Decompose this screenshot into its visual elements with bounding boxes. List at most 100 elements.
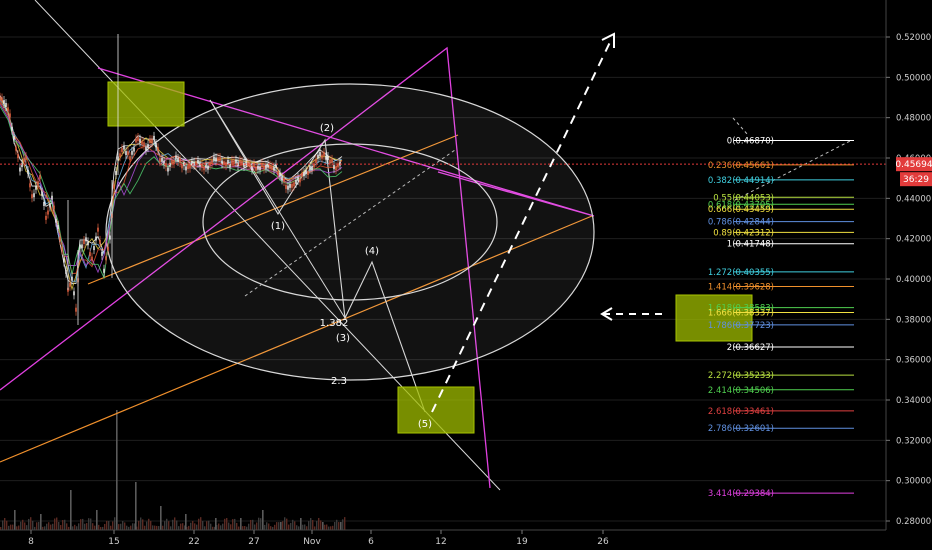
candle-body bbox=[181, 164, 183, 169]
candle-body bbox=[25, 156, 27, 161]
volume-bar bbox=[266, 522, 268, 530]
x-tick-label: 8 bbox=[28, 537, 34, 547]
volume-bar bbox=[204, 526, 206, 530]
candle-body bbox=[9, 113, 11, 118]
candle-body bbox=[171, 159, 173, 164]
y-tick-label: 0.52000 bbox=[896, 33, 931, 43]
candle-body bbox=[1, 97, 3, 102]
volume-bar bbox=[246, 526, 248, 530]
candle-body bbox=[279, 172, 281, 177]
volume-bar bbox=[302, 524, 304, 530]
volume-bar bbox=[94, 525, 96, 530]
candle-body bbox=[121, 148, 123, 153]
dashed-arrow-up[interactable] bbox=[431, 37, 613, 413]
candle-body bbox=[49, 203, 51, 208]
candle-body bbox=[127, 151, 129, 156]
candle-body bbox=[221, 160, 223, 165]
candle-body bbox=[297, 176, 299, 181]
candle-body bbox=[45, 215, 47, 220]
volume-spike bbox=[322, 522, 324, 530]
channel-upper-line[interactable] bbox=[87, 134, 459, 285]
candle-body bbox=[55, 218, 57, 223]
volume-bar bbox=[36, 522, 38, 530]
volume-bar bbox=[274, 524, 276, 530]
candle-body bbox=[151, 139, 153, 144]
ellipse-axis-dashed[interactable] bbox=[244, 149, 456, 297]
x-axis[interactable]: 8 15 22 27 Nov 6 12 19 26 bbox=[28, 530, 609, 547]
volume-bar bbox=[342, 519, 344, 530]
volume-bar bbox=[148, 518, 150, 530]
volume-spike bbox=[135, 482, 137, 530]
candle-body bbox=[83, 240, 85, 245]
volume-bar bbox=[298, 526, 300, 530]
candle-body bbox=[265, 164, 267, 169]
fibonacci-extension[interactable]: 0(0.46870) 0.236(0.45661) 0.382(0.44914) 0.… bbox=[708, 136, 854, 499]
candle-body bbox=[135, 138, 137, 143]
candle-body bbox=[285, 184, 287, 189]
candle-body bbox=[317, 154, 319, 159]
x-tick-label: Nov bbox=[303, 537, 321, 547]
fib-anchor-dashed-2[interactable] bbox=[732, 117, 749, 136]
annotation-1382: 1.382 bbox=[320, 318, 349, 329]
volume-bar bbox=[58, 521, 60, 530]
candle-body bbox=[141, 140, 143, 145]
volume-bar bbox=[82, 518, 84, 530]
wave-label-5: (5) bbox=[418, 419, 432, 430]
volume-bar bbox=[20, 521, 22, 530]
candle-body bbox=[311, 166, 313, 171]
current-price-tag: 0.45694 36:29 bbox=[895, 157, 932, 187]
volume-bar bbox=[16, 526, 18, 530]
candle-body bbox=[153, 135, 155, 140]
fib-level-label: 0.786(0.42844) bbox=[708, 218, 774, 228]
volume-bar bbox=[6, 520, 8, 530]
volume-spike bbox=[40, 514, 42, 530]
volume-bar bbox=[218, 523, 220, 530]
volume-bar bbox=[252, 519, 254, 530]
candle-body bbox=[75, 307, 77, 312]
inner-ellipse[interactable] bbox=[202, 143, 498, 301]
volume-bar bbox=[258, 517, 260, 530]
y-axis[interactable]: 0.520000.500000.480000.460000.440000.420… bbox=[886, 33, 931, 527]
candle-body bbox=[235, 159, 237, 164]
volume-bar bbox=[264, 524, 266, 530]
highlight-box-top[interactable] bbox=[107, 81, 185, 127]
volume-bar bbox=[72, 526, 74, 530]
candle-body bbox=[13, 135, 15, 140]
channel-lower-line[interactable] bbox=[0, 215, 593, 463]
wave-projection-line[interactable] bbox=[209, 99, 346, 319]
y-tick-label: 0.30000 bbox=[896, 477, 931, 487]
candle-body bbox=[123, 145, 125, 150]
highlight-box-target[interactable] bbox=[397, 386, 475, 434]
triangle-pattern[interactable] bbox=[0, 46, 491, 489]
volume-bar bbox=[286, 518, 288, 530]
volume-bar bbox=[154, 525, 156, 530]
volume-bar bbox=[152, 525, 154, 530]
volume-bar bbox=[314, 526, 316, 530]
candle-body bbox=[327, 155, 329, 160]
candle-body bbox=[173, 160, 175, 165]
candle-body bbox=[207, 165, 209, 170]
candle-body bbox=[301, 172, 303, 177]
fib-anchor-dashed[interactable] bbox=[734, 139, 853, 201]
candle-body bbox=[47, 210, 49, 215]
candle-body bbox=[189, 164, 191, 169]
volume-bar bbox=[142, 519, 144, 530]
triangle-wedge[interactable] bbox=[97, 67, 595, 217]
candle-body bbox=[89, 252, 91, 257]
candle-body bbox=[293, 182, 295, 187]
candle-body bbox=[63, 258, 65, 263]
candle-body bbox=[19, 167, 21, 172]
volume-bar bbox=[276, 522, 278, 530]
highlight-box-right[interactable] bbox=[675, 294, 753, 342]
candle-body bbox=[29, 183, 31, 188]
y-axis-panel[interactable] bbox=[886, 0, 932, 550]
candle-body bbox=[125, 151, 127, 156]
volume-bar bbox=[126, 525, 128, 530]
elliott-wave-path[interactable] bbox=[209, 99, 426, 413]
x-tick-label: 6 bbox=[368, 537, 374, 547]
fib-level-label: 3.414(0.29384) bbox=[708, 489, 774, 499]
candle-body bbox=[331, 158, 333, 163]
y-tick-label: 0.48000 bbox=[896, 114, 931, 124]
